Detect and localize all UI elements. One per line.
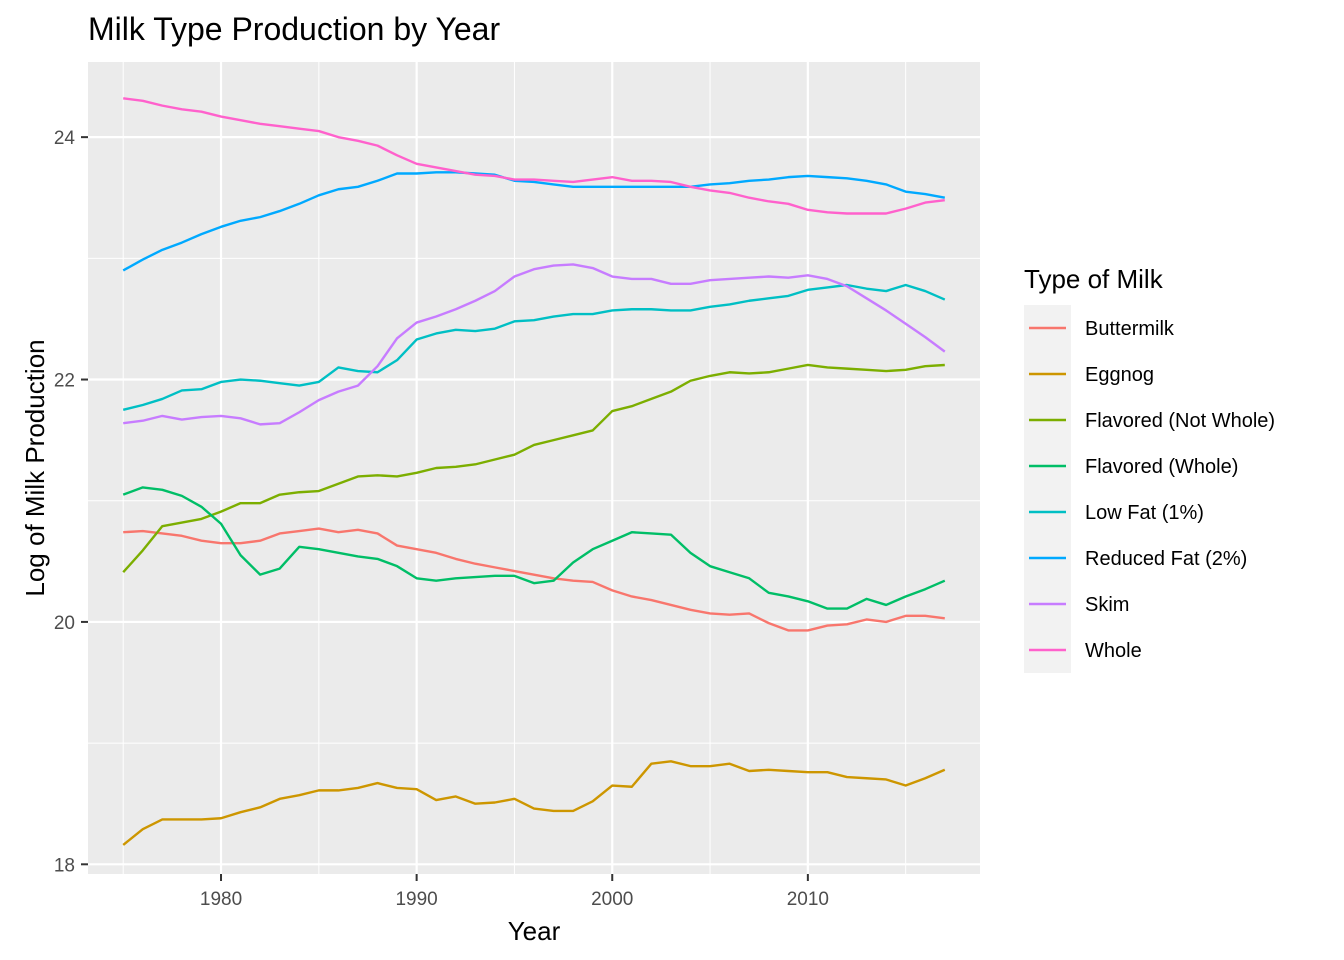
legend-items: Buttermilk Eggnog Flavored (Not Whole) Flav… xyxy=(1029,318,1275,662)
legend-label-low-fat-1: Low Fat (1%) xyxy=(1085,502,1204,524)
legend-key-background xyxy=(1024,305,1071,673)
y-tick-label: 18 xyxy=(54,855,75,876)
series-line-whole xyxy=(123,97,945,215)
x-tick-label: 2010 xyxy=(787,889,829,910)
series-line-flavored-not-whole xyxy=(122,363,945,574)
series-lines xyxy=(122,97,946,846)
series-line-flavored-whole xyxy=(122,486,946,610)
legend-label-eggnog: Eggnog xyxy=(1085,364,1154,386)
series-line-low-fat-1 xyxy=(122,283,946,411)
legend-label-flavored-not-whole: Flavored (Not Whole) xyxy=(1085,410,1275,432)
legend-label-whole: Whole xyxy=(1085,640,1142,662)
legend-label-skim: Skim xyxy=(1085,594,1129,616)
x-axis: 1980 1990 2000 2010 xyxy=(200,874,829,910)
x-tick-label: 1980 xyxy=(200,889,242,910)
chart-title: Milk Type Production by Year xyxy=(88,11,500,47)
legend-label-buttermilk: Buttermilk xyxy=(1085,318,1175,340)
series-line-eggnog xyxy=(122,760,946,846)
x-axis-title: Year xyxy=(508,916,561,946)
major-gridlines xyxy=(88,62,980,874)
y-axis-title: Log of Milk Production xyxy=(20,339,50,596)
series-line-buttermilk xyxy=(123,527,945,632)
legend-title: Type of Milk xyxy=(1024,264,1164,294)
y-tick-label: 24 xyxy=(54,128,76,149)
series-line-reduced-fat-2 xyxy=(122,171,946,272)
legend-label-reduced-fat-2: Reduced Fat (2%) xyxy=(1085,548,1247,570)
y-tick-label: 22 xyxy=(54,371,75,392)
legend-label-flavored-whole: Flavored (Whole) xyxy=(1085,456,1238,478)
y-tick-label: 20 xyxy=(54,613,75,634)
x-tick-label: 2000 xyxy=(591,889,633,910)
minor-gridlines xyxy=(88,62,980,874)
legend: Type of Milk Buttermilk Eggnog Flavored (N… xyxy=(1024,264,1275,673)
x-tick-label: 1990 xyxy=(395,889,437,910)
y-axis: 18 20 22 24 xyxy=(54,128,88,876)
plot-panel xyxy=(88,62,980,874)
series-line-skim xyxy=(123,263,946,426)
